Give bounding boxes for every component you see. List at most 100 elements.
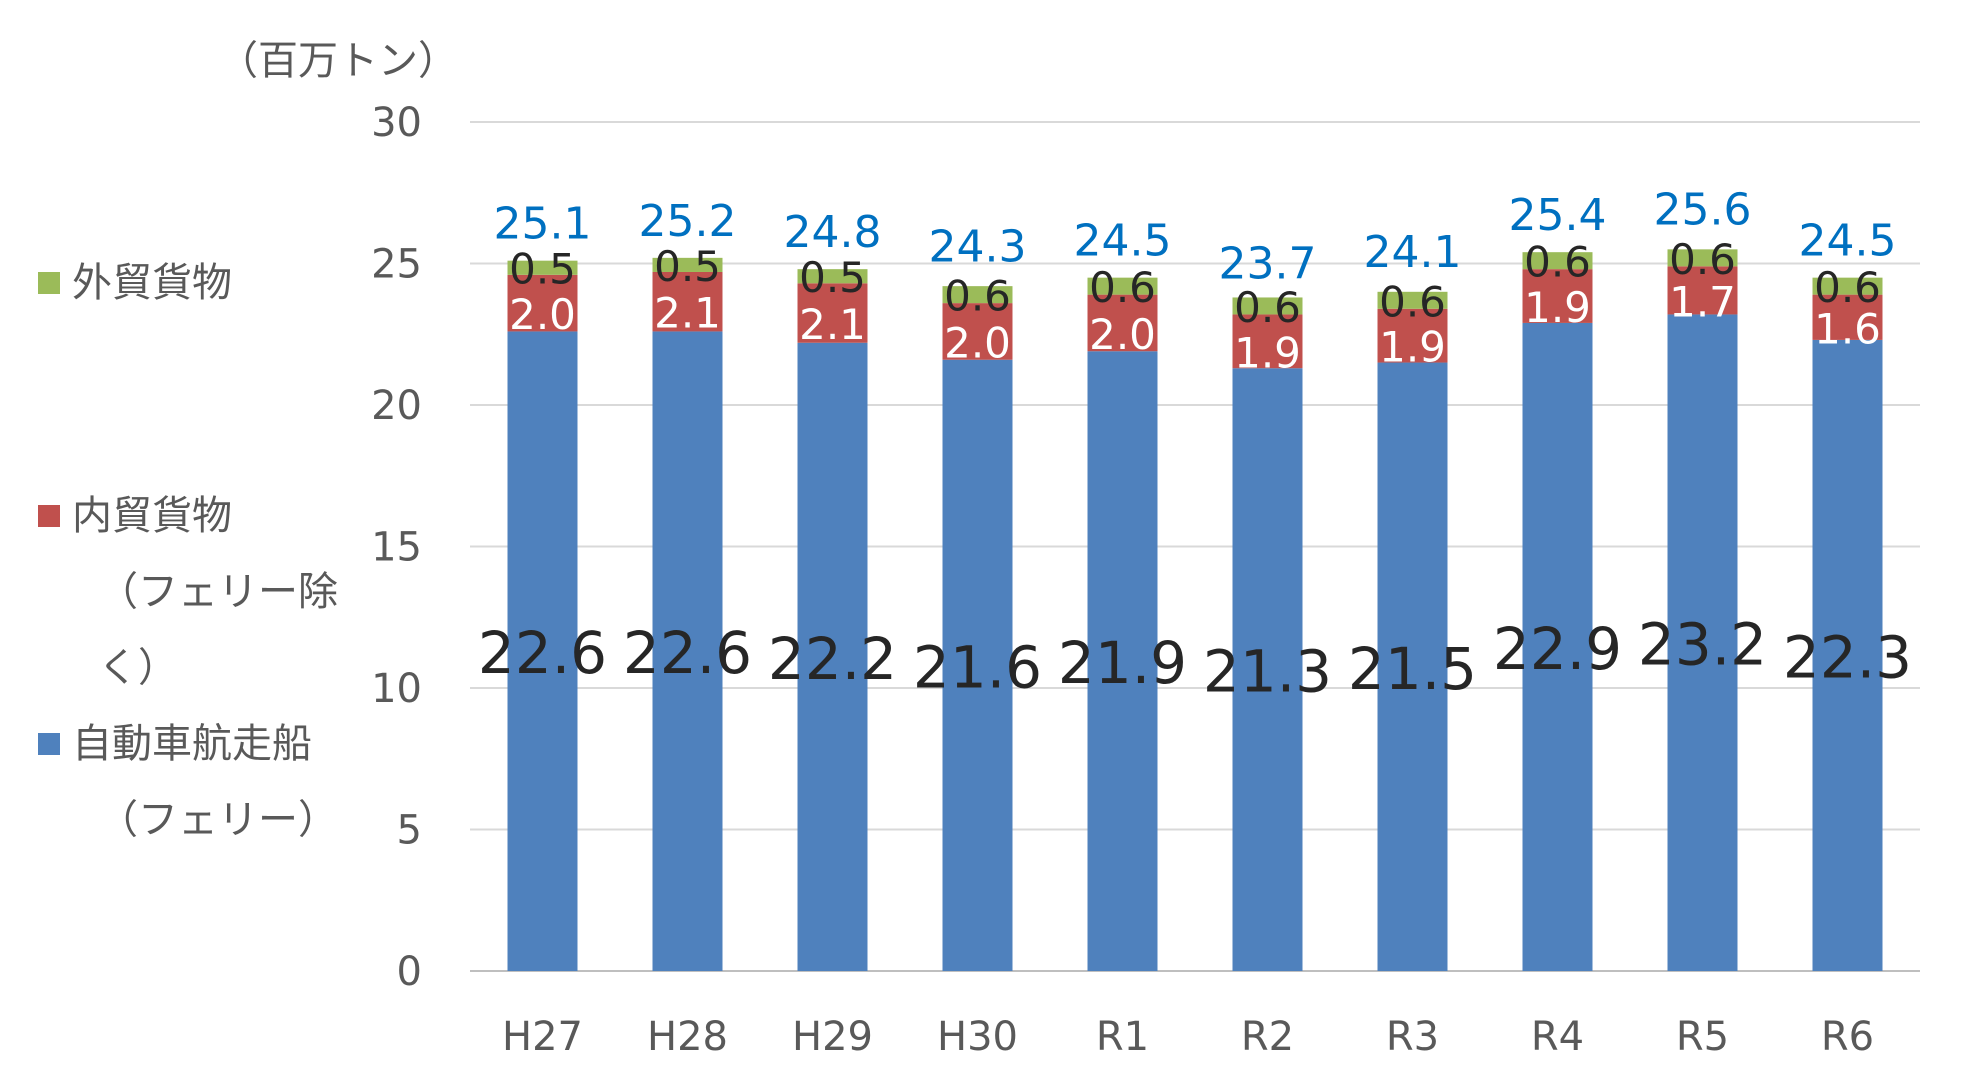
bar-segment-external [942, 286, 1013, 304]
legend-label-domestic-trade-line2: （フェリー除 [98, 569, 338, 615]
bar-segment-domestic [652, 271, 723, 332]
legend-label-ferry-line2: （フェリー） [98, 797, 338, 843]
bar-segment-domestic [507, 274, 578, 332]
data-label-ferry: 21.5 [1348, 635, 1477, 703]
data-label-external: 0.5 [509, 245, 576, 294]
data-label-domestic: 2.1 [799, 300, 866, 349]
bar-segment-domestic [1522, 269, 1593, 323]
x-tick-label: R6 [1821, 1014, 1874, 1060]
x-tick-label: H27 [502, 1014, 583, 1060]
data-label-domestic: 1.6 [1814, 304, 1881, 353]
legend-swatch-domestic-trade [38, 505, 60, 527]
data-label-domestic: 1.9 [1379, 323, 1446, 372]
bar-segment-ferry [1812, 339, 1883, 971]
data-label-ferry: 22.3 [1783, 623, 1912, 691]
data-label-domestic: 2.0 [1089, 310, 1156, 359]
bar-segment-domestic [797, 283, 868, 343]
data-label-external: 0.6 [1524, 238, 1591, 287]
data-label-external: 0.6 [1234, 283, 1301, 332]
legend-label-domestic-trade-line3: く） [98, 645, 178, 691]
data-label-total: 24.8 [784, 207, 882, 258]
bar-segment-ferry [942, 359, 1013, 972]
bar-segment-ferry [1667, 314, 1738, 971]
bar-segment-external [507, 260, 578, 275]
data-label-domestic: 1.9 [1524, 283, 1591, 332]
data-label-external: 0.6 [1814, 263, 1881, 312]
data-label-ferry: 23.2 [1638, 611, 1767, 679]
x-tick-label: R1 [1096, 1014, 1149, 1060]
x-tick-label: R3 [1386, 1014, 1439, 1060]
legend-swatch-external-trade [38, 272, 60, 294]
data-label-domestic: 2.0 [944, 318, 1011, 367]
data-label-total: 24.5 [1074, 216, 1172, 267]
data-label-total: 24.5 [1799, 216, 1897, 267]
y-tick-label: 25 [371, 242, 422, 288]
y-tick-label: 5 [397, 808, 422, 854]
legend-domestic-trade: 内貿貨物 （フェリー除 く） [38, 478, 338, 706]
bar-segment-domestic [1087, 294, 1158, 352]
x-tick-label: H28 [647, 1014, 728, 1060]
bar-segment-domestic [1232, 314, 1303, 369]
bar-segment-ferry [652, 331, 723, 971]
x-tick-label: R5 [1676, 1014, 1729, 1060]
bar-segment-external [1812, 277, 1883, 295]
data-label-external: 0.6 [1669, 235, 1736, 284]
data-label-ferry: 22.6 [623, 619, 752, 687]
data-label-domestic: 2.1 [654, 289, 721, 338]
y-tick-label: 0 [397, 949, 422, 995]
data-label-external: 0.6 [1379, 277, 1446, 326]
bar-segment-external [1522, 252, 1593, 270]
x-tick-label: H29 [792, 1014, 873, 1060]
bar-segment-external [1377, 291, 1448, 309]
legend-label-ferry-line1: 自動車航走船 [72, 721, 312, 767]
bar-segment-external [652, 257, 723, 272]
bar-segment-external [1232, 297, 1303, 315]
y-tick-label: 15 [371, 525, 422, 571]
data-label-ferry: 22.2 [768, 625, 897, 693]
data-label-total: 24.3 [929, 221, 1027, 272]
bar-segment-ferry [1232, 368, 1303, 972]
data-label-ferry: 21.3 [1203, 638, 1332, 706]
legend-swatch-ferry [38, 733, 60, 755]
bar-segment-ferry [1522, 322, 1593, 971]
bar-segment-domestic [1812, 294, 1883, 340]
x-tick-label: H30 [937, 1014, 1018, 1060]
legend-external-trade: 外貿貨物 [38, 245, 232, 321]
y-tick-label: 20 [371, 383, 422, 429]
data-label-ferry: 22.6 [478, 619, 607, 687]
data-label-domestic: 1.7 [1669, 277, 1736, 326]
bar-segment-domestic [942, 303, 1013, 360]
data-label-total: 25.1 [494, 199, 592, 250]
data-label-external: 0.5 [654, 242, 721, 291]
y-tick-label: 30 [371, 100, 422, 146]
bar-segment-ferry [1377, 362, 1448, 971]
bar-segment-domestic [1667, 266, 1738, 315]
data-label-external: 0.6 [1089, 263, 1156, 312]
bar-segment-ferry [797, 342, 868, 971]
data-label-ferry: 22.9 [1493, 615, 1622, 683]
legend-label-domestic-trade-line1: 内貿貨物 [72, 493, 232, 539]
x-tick-label: R4 [1531, 1014, 1584, 1060]
bar-segment-ferry [507, 331, 578, 971]
data-label-total: 24.1 [1364, 227, 1462, 278]
data-label-total: 25.2 [639, 196, 737, 247]
legend-ferry: 自動車航走船 （フェリー） [38, 706, 338, 858]
bar-segment-external [1087, 277, 1158, 295]
unit-label: （百万トン） [218, 38, 458, 84]
data-label-ferry: 21.9 [1058, 629, 1187, 697]
legend-label-external-trade: 外貿貨物 [72, 260, 232, 306]
bar-segment-ferry [1087, 351, 1158, 972]
y-tick-label: 10 [371, 666, 422, 712]
data-label-external: 0.5 [799, 253, 866, 302]
data-label-domestic: 2.0 [509, 290, 576, 339]
data-label-total: 23.7 [1219, 238, 1317, 289]
data-label-total: 25.6 [1654, 185, 1752, 236]
data-label-ferry: 21.6 [913, 633, 1042, 701]
data-label-total: 25.4 [1509, 190, 1607, 241]
data-label-external: 0.6 [944, 272, 1011, 321]
data-label-domestic: 1.9 [1234, 328, 1301, 377]
bar-segment-external [1667, 249, 1738, 267]
x-tick-label: R2 [1241, 1014, 1294, 1060]
bar-segment-domestic [1377, 308, 1448, 363]
